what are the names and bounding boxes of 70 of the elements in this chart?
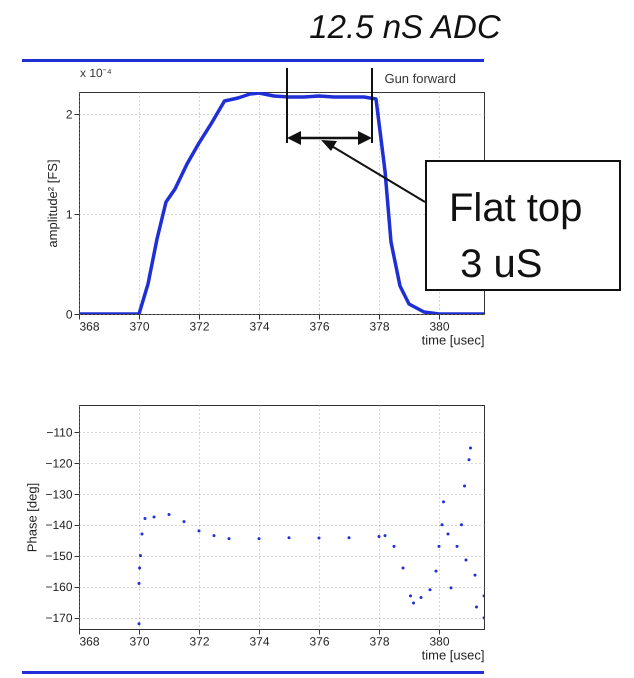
text: 12.5 nS ADC: [308, 8, 502, 46]
x-tick-label: 368: [80, 634, 100, 648]
point: [402, 566, 404, 570]
point: [468, 458, 470, 462]
x-tick-label: 370: [129, 320, 150, 334]
x-tick-label: 380: [429, 634, 450, 648]
point: [152, 516, 156, 518]
point: [469, 446, 472, 450]
y-tick-label: 2: [66, 108, 73, 122]
point: [446, 532, 450, 536]
point: [456, 544, 458, 548]
y-tick-label: −150: [45, 549, 73, 564]
x-tick-label: 376: [309, 320, 330, 334]
y-tick-label: −170: [45, 611, 73, 626]
x-tick-label: 376: [309, 634, 330, 648]
y-tick-label: 0: [66, 308, 73, 322]
x-tick-label: 374: [249, 320, 270, 334]
y-tick-label: −160: [45, 580, 73, 594]
chart-title: Gun forward: [384, 71, 456, 86]
x-axis-title: time [usec]: [422, 648, 484, 662]
point: [318, 536, 320, 540]
point: [412, 602, 415, 605]
point: [442, 500, 445, 504]
point: [392, 544, 396, 548]
point: [378, 534, 380, 538]
point: [228, 537, 230, 540]
point: [182, 520, 186, 524]
y-tick-label: −110: [46, 425, 73, 440]
point: [288, 536, 290, 540]
point: [140, 532, 144, 536]
text: x 10⁻⁴: [80, 65, 112, 81]
point: [258, 537, 260, 540]
point: [475, 606, 478, 609]
x-tick-label: 372: [189, 634, 210, 648]
x-tick-label: 370: [129, 634, 150, 648]
y-tick-label: −130: [45, 487, 73, 502]
callout-box: Flat top 3 uS: [425, 160, 621, 291]
y-axis-title: Phase [deg]: [24, 482, 40, 552]
point: [348, 536, 350, 540]
point: [144, 517, 146, 520]
point: [384, 534, 386, 538]
x-tick-label: 378: [369, 634, 390, 648]
point: [440, 523, 444, 526]
point: [139, 554, 142, 558]
x-tick-label: 368: [80, 320, 100, 334]
point: [212, 534, 216, 538]
point: [434, 570, 438, 573]
point: [168, 513, 170, 516]
y-tick-label: 1: [66, 208, 73, 222]
y-tick-label: −120: [45, 456, 73, 470]
point: [463, 484, 466, 488]
y-tick-label: −140: [45, 518, 73, 532]
x-tick-label: 374: [249, 634, 270, 648]
x-tick-label: 378: [369, 320, 390, 334]
point: [464, 558, 468, 562]
point: [138, 566, 142, 570]
x-tick-label: 372: [189, 320, 210, 334]
point: [474, 574, 476, 577]
point: [450, 586, 452, 590]
point: [420, 596, 422, 599]
y-axis-title: amplitude² [FS]: [44, 159, 60, 248]
point: [409, 594, 412, 598]
x-axis-title: time [usec]: [422, 332, 484, 348]
point: [198, 529, 200, 532]
x-tick-label: 380: [429, 320, 450, 334]
point: [138, 582, 140, 586]
point: [460, 523, 463, 526]
point: [438, 544, 440, 548]
point: [428, 588, 432, 592]
point: [138, 622, 140, 626]
